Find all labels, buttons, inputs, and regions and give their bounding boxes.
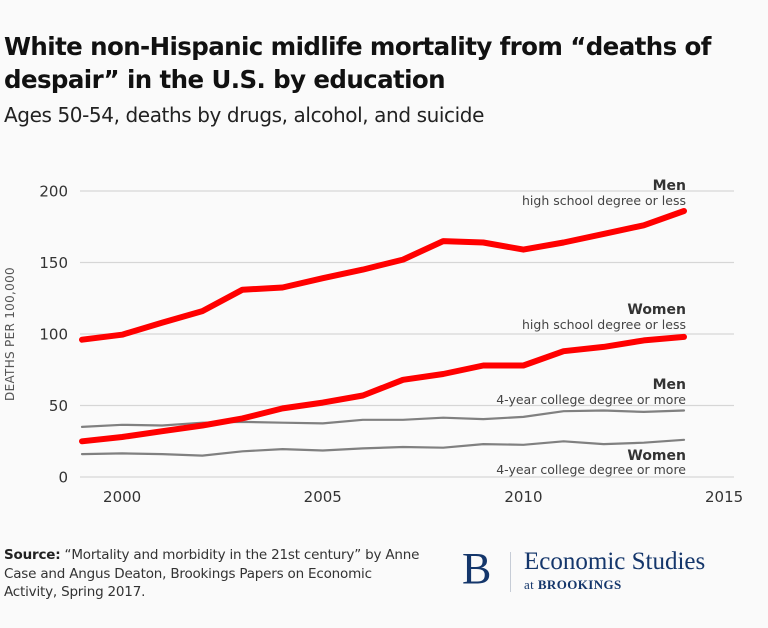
y-tick-label: 100: [39, 326, 68, 344]
series-label-detail: high school degree or less: [522, 193, 686, 208]
series-line-women-college: [80, 438, 686, 457]
series-label-detail: high school degree or less: [522, 317, 686, 332]
series-label-name: Women: [627, 302, 686, 318]
chart-title: White non-Hispanic midlife mortality fro…: [4, 32, 711, 94]
series-label-name: Men: [653, 178, 686, 194]
brookings-logo: B Economic Studies at BROOKINGS: [462, 544, 752, 598]
y-tick-label: 50: [49, 397, 68, 415]
y-tick-label: 150: [39, 254, 68, 272]
series-line-men-college: [80, 409, 686, 428]
y-tick-label: 200: [39, 183, 68, 201]
x-tick-label: 2000: [103, 488, 141, 506]
x-tick-label: 2015: [705, 488, 743, 506]
logo-org: BROOKINGS: [537, 577, 622, 592]
logo-main-text: Economic Studies: [524, 548, 706, 575]
series-label-detail: 4-year college degree or more: [496, 462, 686, 477]
series-label-name: Women: [627, 448, 686, 464]
logo-sub-text: at BROOKINGS: [524, 577, 622, 593]
y-axis-label: DEATHS PER 100,000: [3, 267, 17, 401]
gridlines: [80, 190, 734, 478]
chart-subtitle: Ages 50-54, deaths by drugs, alcohol, an…: [4, 103, 484, 127]
series-label-detail: 4-year college degree or more: [496, 392, 686, 407]
series-label-name: Men: [653, 377, 686, 393]
y-axis-ticks: 0 50 100 150 200: [39, 183, 68, 487]
x-axis-ticks: 2000 2005 2010 2015: [103, 488, 743, 506]
source-label: Source:: [4, 547, 61, 563]
series-lines: [79, 208, 687, 457]
x-tick-label: 2005: [304, 488, 342, 506]
series-line-women-high-school: [79, 333, 687, 445]
y-tick-label: 0: [58, 469, 68, 487]
logo-letter: B: [462, 544, 492, 593]
logo-at: at: [524, 577, 535, 592]
source-note: Source: “Mortality and morbidity in the …: [4, 546, 424, 602]
series-line-men-high-school: [79, 208, 687, 343]
source-text: “Mortality and morbidity in the 21st cen…: [4, 547, 420, 600]
x-tick-label: 2010: [504, 488, 542, 506]
logo-divider: [510, 552, 511, 592]
